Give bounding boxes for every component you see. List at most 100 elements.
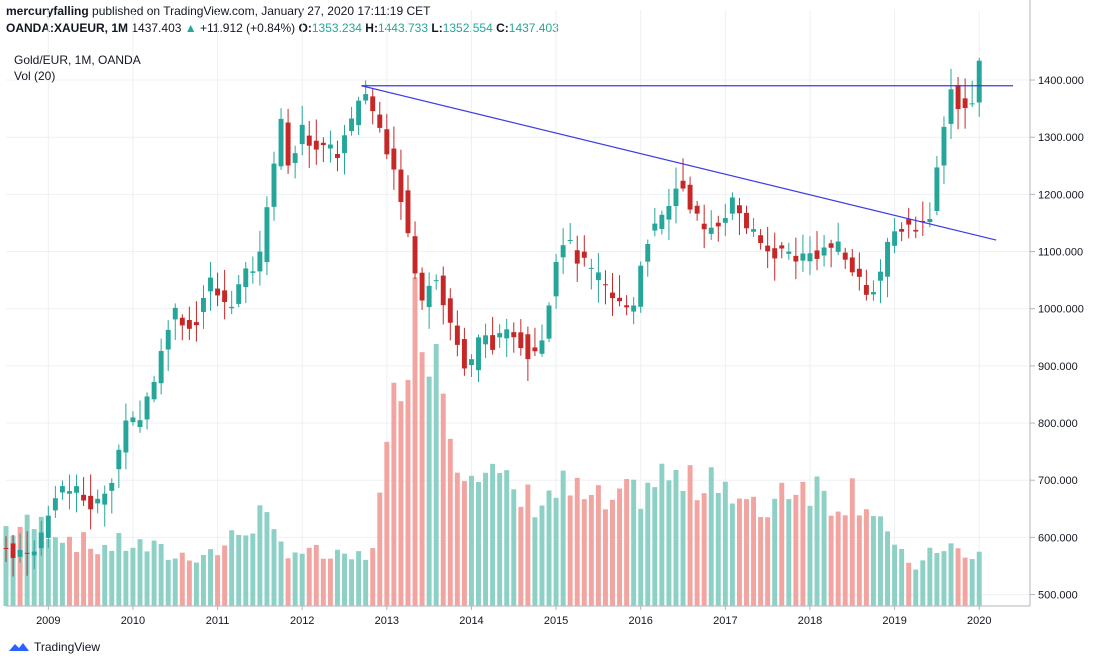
candle-body (602, 284, 608, 286)
candle-body (624, 305, 630, 308)
price-tick-label: 1200.000 (1038, 189, 1084, 201)
candle-body (490, 335, 496, 350)
candle-body (172, 307, 178, 320)
volume-bar (461, 481, 467, 606)
candle-body (913, 229, 919, 232)
volume-bar (419, 352, 425, 606)
volume-bar (758, 517, 764, 606)
symbol-label: OANDA:XAUEUR, 1M (6, 21, 129, 35)
candle-body (617, 297, 623, 302)
volume-bar (490, 463, 496, 606)
candle-body (363, 94, 369, 101)
candle-body (158, 351, 164, 384)
candle-body (870, 292, 876, 295)
volume-bar (116, 533, 122, 606)
volume-bar (123, 550, 129, 606)
volume-bar (497, 473, 503, 606)
candle-body (398, 169, 404, 202)
tradingview-brand[interactable]: TradingView (8, 640, 100, 654)
candle-body (652, 223, 658, 231)
candle-body (581, 251, 587, 258)
volume-bar (617, 488, 623, 606)
volume-bar (412, 277, 418, 606)
candle-body (638, 265, 644, 307)
volume-bar (405, 380, 411, 606)
volume-bar (744, 499, 749, 606)
time-tick-label: 2017 (713, 615, 737, 627)
candle-body (560, 245, 566, 258)
time-tick-label: 2010 (121, 615, 145, 627)
candle-body (109, 482, 115, 491)
volume-bar (856, 515, 862, 606)
volume-bar (828, 515, 834, 606)
volume-bar (772, 498, 778, 606)
candle-body (835, 241, 841, 252)
volume-bar (193, 562, 199, 606)
volume-bar (88, 548, 94, 606)
candle-body (299, 124, 305, 145)
candle-body (327, 144, 333, 149)
candle-body (828, 243, 834, 248)
candle-body (236, 284, 242, 304)
candle-body (243, 268, 249, 288)
volume-bar (687, 465, 693, 606)
volume-bar (200, 554, 206, 606)
candle-body (779, 245, 785, 249)
volume-bar (483, 472, 489, 606)
volume-bar (137, 539, 143, 606)
candle-body (123, 420, 129, 453)
candle-body (927, 218, 933, 223)
candle-body (81, 494, 87, 501)
volume-bar (701, 493, 707, 606)
volume-bar (567, 495, 573, 606)
volume-bar (109, 550, 115, 606)
candle-body (67, 491, 72, 494)
volume-bar (299, 553, 305, 606)
candle-body (59, 486, 65, 493)
ohlc-header: OANDA:XAUEUR, 1M 1437.403 ▲ +11.912 (+0.… (6, 21, 559, 35)
volume-bar (645, 482, 651, 606)
volume-bar (377, 492, 383, 606)
candle-body (588, 267, 594, 269)
volume-bar (793, 494, 799, 606)
volume-bar (440, 393, 446, 606)
candle-body (567, 240, 573, 242)
candle-body (370, 96, 376, 112)
volume-bar (546, 490, 552, 606)
candle-body (807, 253, 813, 262)
author-name[interactable]: mercuryfalling (6, 4, 89, 18)
candle-body (849, 257, 855, 273)
candle-body (969, 103, 975, 105)
candle-body (906, 219, 912, 225)
low-value: 1352.554 (442, 21, 493, 35)
volume-bar (229, 530, 235, 606)
volume-bar (81, 532, 87, 606)
volume-bar (363, 559, 369, 606)
volume-bar (941, 551, 947, 606)
volume-bar (67, 536, 72, 606)
volume-bar (306, 547, 312, 606)
volume-bar (800, 482, 806, 606)
candle-body (666, 205, 672, 220)
volume-bar (814, 476, 820, 606)
candle-body (208, 277, 213, 292)
volume-bar (144, 551, 150, 606)
volume-bar (666, 480, 672, 606)
candle-body (892, 231, 898, 246)
time-tick-label: 2015 (544, 615, 568, 627)
series-legend[interactable]: Gold/EUR, 1M, OANDA (14, 53, 141, 67)
candle-body (955, 84, 961, 110)
volume-bar (821, 490, 827, 606)
volume-bar (398, 401, 404, 606)
trend-line[interactable] (361, 85, 997, 241)
candle-body (976, 60, 982, 103)
volume-bar (95, 554, 101, 606)
price-tick-label: 1100.000 (1038, 247, 1083, 259)
volume-bar (334, 549, 340, 606)
volume-bar (264, 512, 270, 606)
candle-body (45, 515, 51, 538)
volume-legend[interactable]: Vol (20) (14, 69, 56, 83)
volume-bar (610, 499, 615, 606)
candle-body (454, 325, 460, 345)
